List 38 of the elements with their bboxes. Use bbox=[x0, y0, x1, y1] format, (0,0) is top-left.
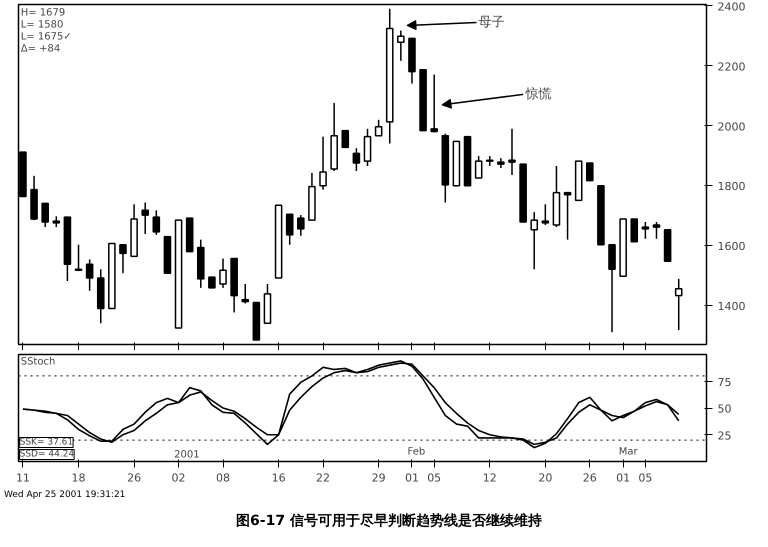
annotation: 惊慌 bbox=[524, 86, 552, 102]
y-tick-label: 1800 bbox=[718, 180, 746, 194]
annotation: SSD= 44.24 bbox=[20, 450, 74, 460]
x-tick-label: 08 bbox=[216, 472, 230, 484]
chart-title: SStoch bbox=[20, 356, 56, 368]
y-tick-label: 1400 bbox=[718, 300, 746, 314]
caption: 图6-17 信号可用于尽早判断趋势线是否继续维持 bbox=[236, 512, 542, 531]
x-tick-label: 12 bbox=[482, 472, 497, 484]
x-tick-label: 01 bbox=[616, 472, 630, 484]
annotation: SSK= 37.61 bbox=[20, 438, 74, 448]
x-tick-label: 22 bbox=[316, 472, 330, 484]
y-tick-label: 50 bbox=[718, 402, 732, 416]
x-tick-label: 16 bbox=[272, 472, 286, 484]
x-tick-label: 18 bbox=[72, 472, 86, 484]
x-tick-label: 26 bbox=[582, 472, 597, 484]
x-tick-label: 11 bbox=[16, 472, 30, 484]
y-tick-label: 2000 bbox=[718, 120, 746, 134]
x-tick-label: 26 bbox=[127, 472, 142, 484]
annotation: 母子 bbox=[478, 14, 505, 30]
x-tick-label: 05 bbox=[427, 472, 442, 484]
y-tick-label: 1600 bbox=[718, 240, 746, 254]
annotation: Mar bbox=[618, 446, 638, 458]
y-tick-label: 25 bbox=[718, 429, 732, 442]
x-tick-label: 01 bbox=[404, 472, 419, 484]
x-tick-label: 29 bbox=[372, 472, 386, 484]
annotation: H= 1679 bbox=[20, 8, 66, 18]
annotation: Feb bbox=[408, 446, 426, 458]
annotation: L= 1580 bbox=[20, 20, 64, 30]
x-tick-label: 05 bbox=[638, 472, 652, 484]
text: Wed Apr 25 2001 19:31:21 bbox=[4, 489, 126, 502]
annotation: 2001 bbox=[174, 450, 200, 460]
y-tick-label: 2400 bbox=[718, 0, 746, 14]
y-tick-label: 75 bbox=[718, 376, 732, 389]
y-tick-label: 2200 bbox=[718, 60, 746, 74]
annotation: L= 1675✓ bbox=[20, 32, 72, 42]
annotation: Δ= +84 bbox=[20, 44, 60, 54]
x-tick-label: 20 bbox=[538, 472, 552, 484]
x-tick-label: 02 bbox=[172, 472, 186, 484]
